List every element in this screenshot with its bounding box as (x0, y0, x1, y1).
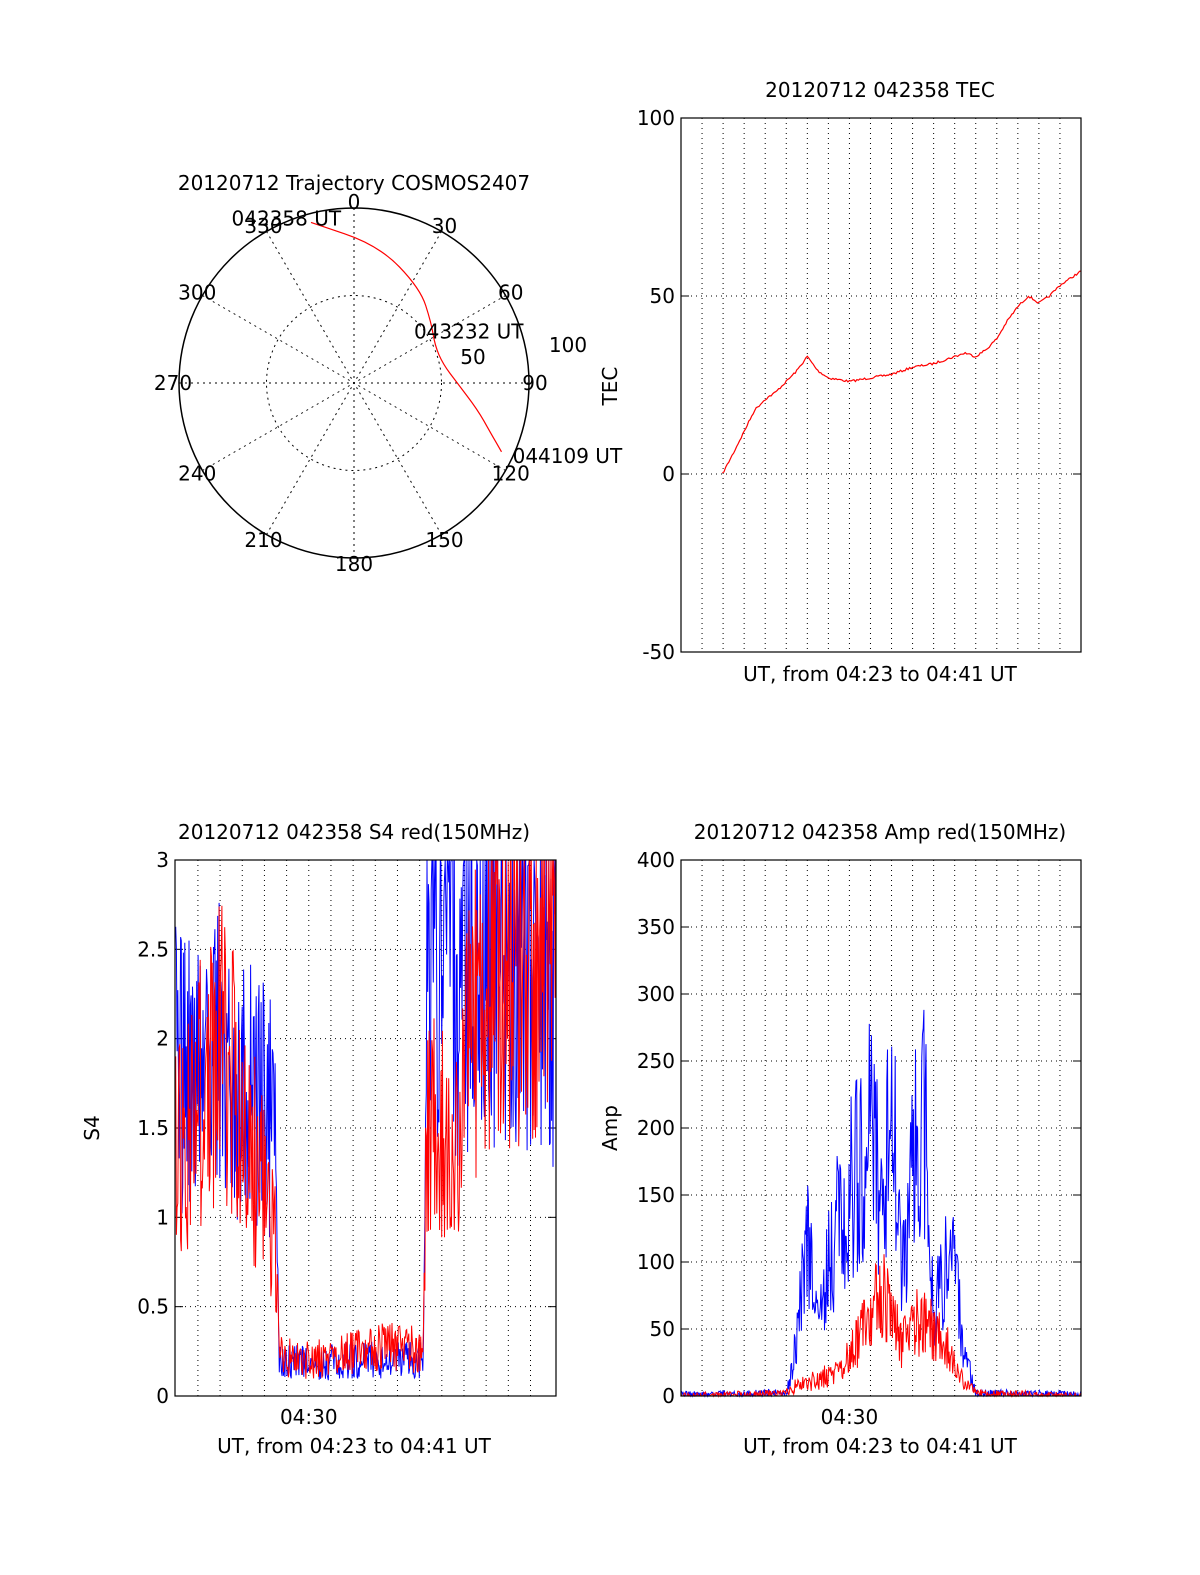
polar-radial-label: 50 (460, 345, 485, 369)
y-tick-label: -50 (642, 640, 675, 664)
polar-azimuth-label: 30 (432, 214, 457, 238)
trajectory-line (310, 221, 503, 453)
y-tick-label: 100 (637, 106, 675, 130)
y-tick-label: 150 (637, 1183, 675, 1207)
polar-azimuth-label: 270 (154, 371, 192, 395)
s4-x-axis-label: UT, from 04:23 to 04:41 UT (217, 1434, 492, 1458)
series-line-blue (680, 1009, 1082, 1398)
trajectory-polar-chart: 20120712 Trajectory COSMOS2407 0 30 60 90 12… (154, 171, 623, 576)
y-tick-label: 400 (637, 848, 675, 872)
polar-radial-labels: 50 100 (460, 333, 587, 369)
polar-azimuth-label: 180 (335, 552, 373, 576)
polar-radial-label: 100 (549, 333, 587, 357)
trajectory-track (310, 221, 503, 453)
polar-azimuth-label: 0 (348, 190, 361, 214)
plot-frame (680, 859, 1082, 1397)
s4-y-axis-label: S4 (80, 1115, 104, 1140)
polar-azimuth-label: 300 (178, 281, 216, 305)
series-line-red (722, 270, 1082, 474)
y-tick-label: 1 (156, 1205, 169, 1229)
polar-azimuth-label: 240 (178, 462, 216, 486)
y-tick-label: 50 (650, 284, 675, 308)
tec-y-axis-label: TEC (598, 367, 622, 407)
s4-chart: 20120712 042358 S4 red(150MHz) UT, from … (80, 820, 557, 1458)
y-tick-label: 0 (156, 1384, 169, 1408)
y-tick-label: 2.5 (137, 937, 169, 961)
trajectory-time-labels: 042358 UT 043232 UT 044109 UT (232, 206, 623, 468)
y-tick-label: 250 (637, 1049, 675, 1073)
tec-x-axis-label: UT, from 04:23 to 04:41 UT (743, 662, 1018, 686)
tec-chart: 20120712 042358 TEC UT, from 04:23 to 04… (598, 78, 1082, 686)
polar-azimuth-label: 60 (498, 281, 523, 305)
y-tick-label: 200 (637, 1116, 675, 1140)
y-tick-label: 2 (156, 1027, 169, 1051)
y-tick-label: 100 (637, 1250, 675, 1274)
polar-azimuth-label: 150 (425, 528, 463, 552)
amp-x-axis-label: UT, from 04:23 to 04:41 UT (743, 1434, 1018, 1458)
y-tick-label: 3 (156, 848, 169, 872)
polar-grid (178, 207, 530, 559)
y-tick-label: 0.5 (137, 1295, 169, 1319)
polar-azimuth-label: 330 (244, 214, 282, 238)
series-line-red (680, 1254, 1082, 1398)
x-tick-label: 04:30 (821, 1405, 879, 1429)
plot-frame (680, 117, 1082, 653)
polar-azimuth-label: 90 (522, 371, 547, 395)
amp-title: 20120712 042358 Amp red(150MHz) (694, 820, 1066, 844)
s4-title: 20120712 042358 S4 red(150MHz) (178, 820, 530, 844)
y-tick-label: 300 (637, 982, 675, 1006)
polar-spoke (266, 231, 442, 535)
trajectory-title: 20120712 Trajectory COSMOS2407 (178, 171, 530, 195)
trajectory-time-label: 044109 UT (513, 444, 623, 468)
polar-azimuth-labels: 0 30 60 90 120 150 180 210 240 270 300 330 (154, 190, 548, 576)
trajectory-time-label: 042358 UT (232, 206, 342, 230)
trajectory-time-label: 043232 UT (414, 319, 524, 343)
amp-y-axis-label: Amp (598, 1105, 622, 1151)
y-tick-label: 0 (662, 462, 675, 486)
y-tick-label: 350 (637, 915, 675, 939)
tec-title: 20120712 042358 TEC (765, 78, 995, 102)
series-line-red (175, 859, 557, 1379)
amp-chart: 20120712 042358 Amp red(150MHz) UT, from… (598, 820, 1082, 1458)
y-tick-label: 50 (650, 1317, 675, 1341)
polar-ring-50 (266, 295, 442, 471)
polar-azimuth-label: 210 (244, 528, 282, 552)
y-tick-label: 1.5 (137, 1116, 169, 1140)
y-tick-label: 0 (662, 1384, 675, 1408)
plot-frame (174, 859, 557, 1397)
polar-azimuth-label: 120 (492, 462, 530, 486)
x-tick-label: 04:30 (280, 1405, 338, 1429)
